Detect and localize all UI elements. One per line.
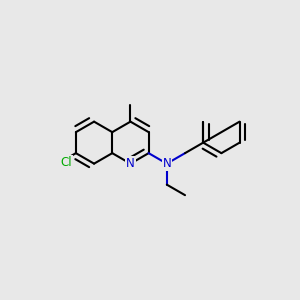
Text: N: N [163,157,171,170]
Text: N: N [126,157,135,170]
Text: Cl: Cl [60,156,72,169]
